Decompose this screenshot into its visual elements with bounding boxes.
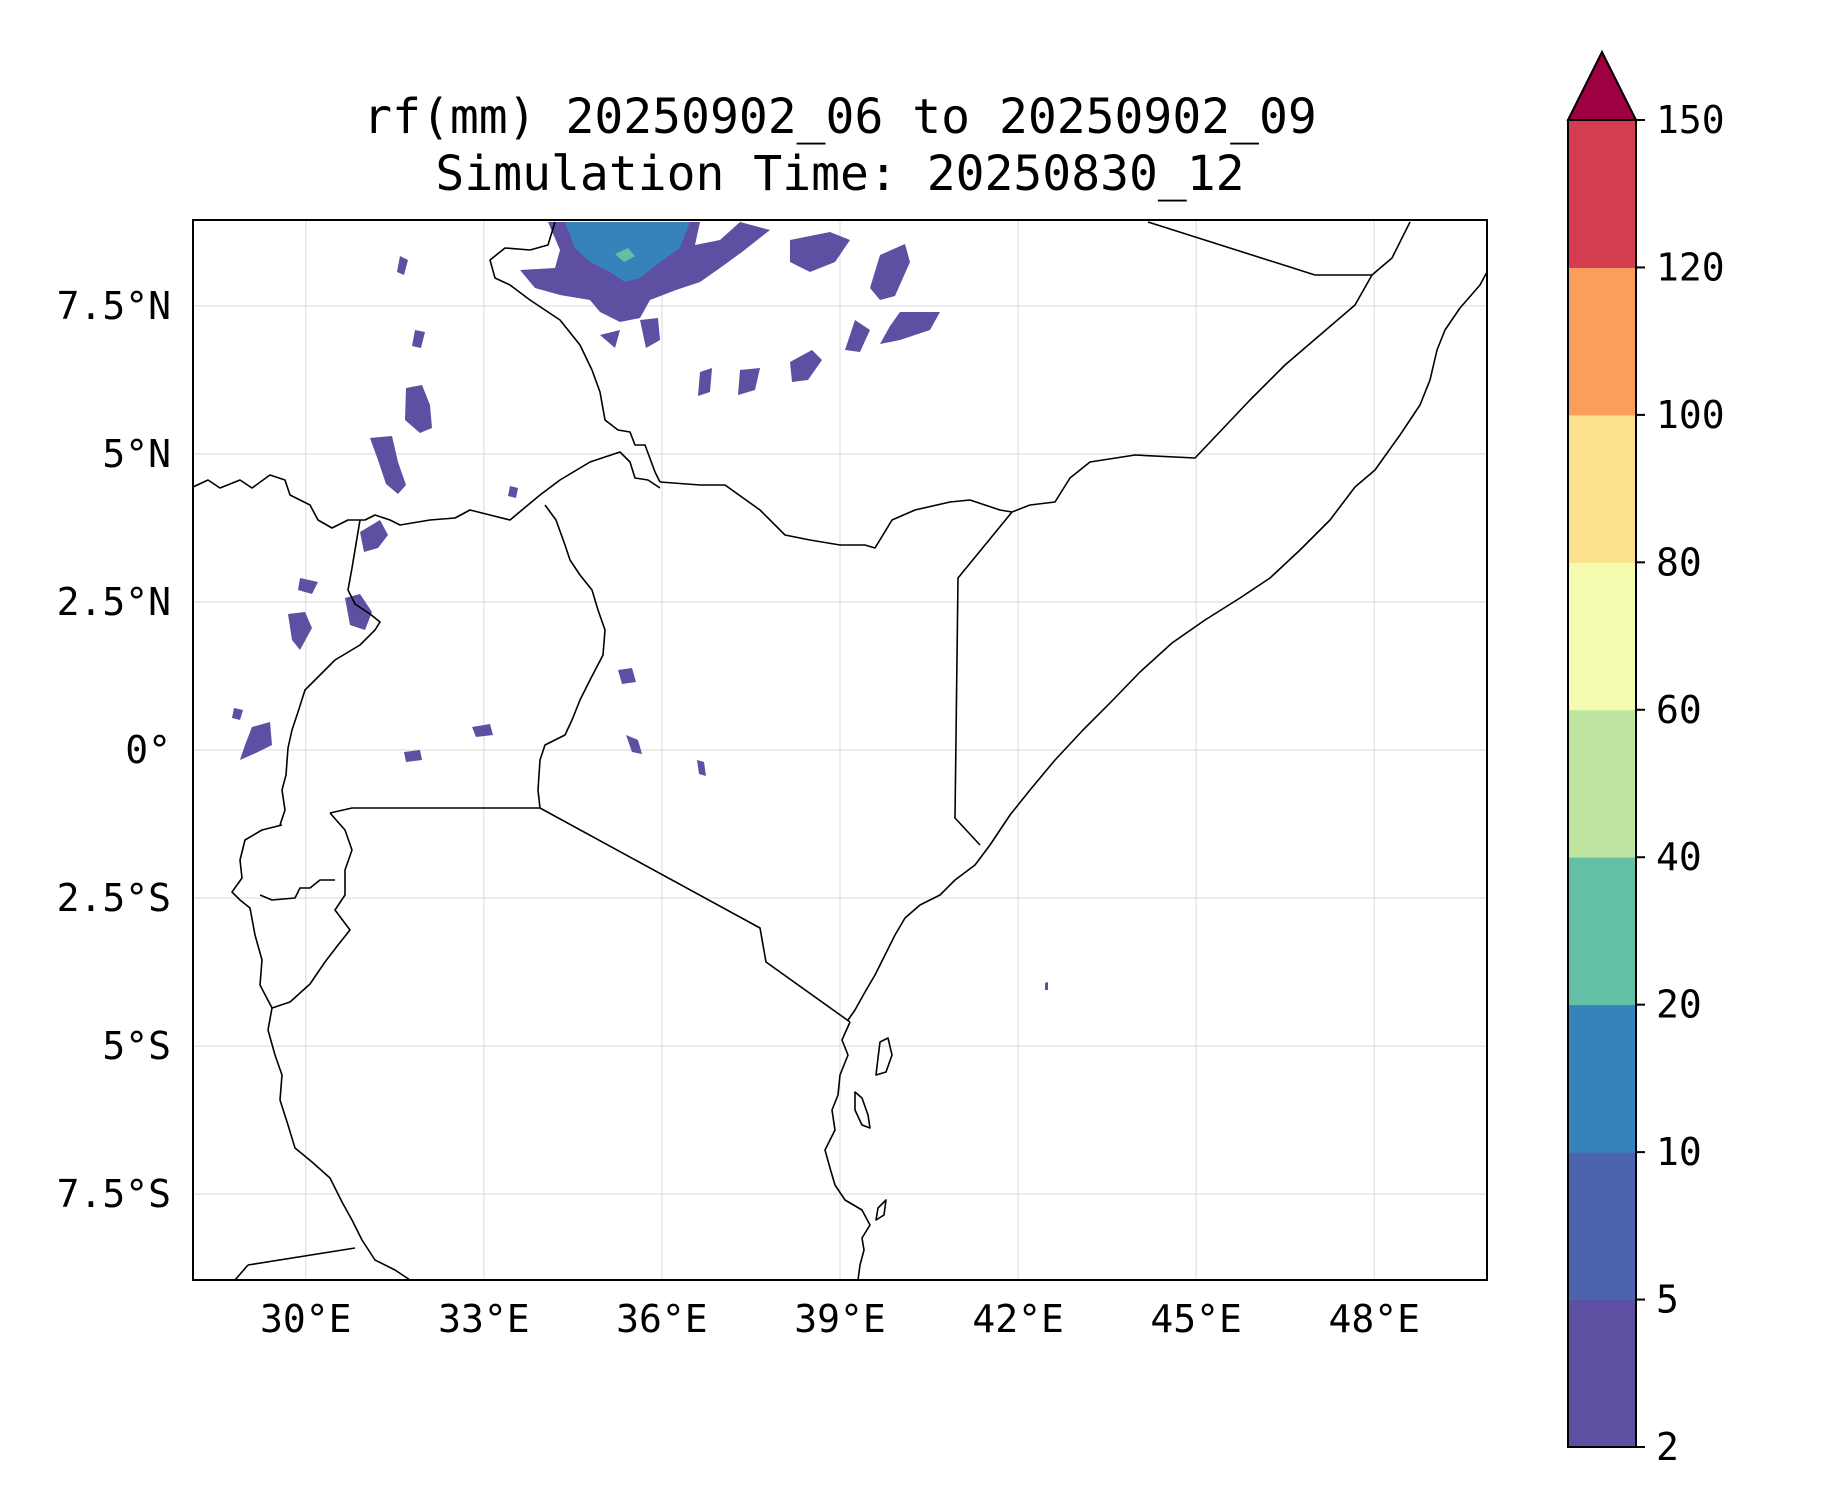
rain-area-kenya-6 — [508, 486, 518, 498]
rain-area-west-1 — [405, 385, 432, 433]
rain-area-west-3 — [360, 520, 388, 552]
rain-area-ethiopia-east-4 — [845, 320, 870, 352]
island-zanzibar — [854, 1091, 871, 1129]
x-tick-label: 48°E — [1328, 1297, 1420, 1341]
colorbar-extend-arrow — [1566, 49, 1638, 121]
rain-area-ethiopia-east-2 — [870, 244, 910, 300]
border-ethiopia-kenya — [659, 481, 1013, 549]
colorbar-tick-label: 2 — [1656, 1425, 1679, 1469]
x-tick-label: 42°E — [972, 1297, 1064, 1341]
chart-subtitle: Simulation Time: 20250830_12 — [435, 146, 1244, 202]
rain-area-ethiopia-east-1 — [790, 232, 850, 272]
border-tanzania-north — [329, 807, 851, 1023]
colorbar-tick-label: 10 — [1656, 1130, 1702, 1174]
map-panel — [192, 219, 1488, 1281]
x-tick-label: 45°E — [1150, 1297, 1242, 1341]
border-uganda-drc — [279, 519, 381, 826]
rainfall-contours — [232, 222, 940, 776]
map-frame — [192, 219, 1488, 1281]
rain-area-kenya-3 — [697, 760, 706, 776]
x-tick-label: 30°E — [260, 1297, 352, 1341]
colorbar-tick-label: 60 — [1656, 688, 1702, 732]
y-tick-label: 0° — [125, 728, 171, 772]
island-pemba — [875, 1037, 893, 1076]
colorbar-tick-label: 20 — [1656, 983, 1702, 1027]
x-tick-label: 33°E — [438, 1297, 530, 1341]
border-uganda-kenya — [537, 504, 606, 809]
colorbar-tick-label: 120 — [1656, 245, 1725, 289]
border-ethiopia-somalia — [1011, 221, 1411, 513]
rain-area-kenya-5 — [404, 750, 422, 762]
rain-area-west-6 — [240, 722, 272, 760]
rain-area-ethiopia-east-5 — [790, 350, 822, 382]
colorbar-segment — [1568, 709, 1636, 858]
rain-area-ethiopia-south-3 — [600, 330, 620, 348]
border-tanzania-west — [267, 1007, 411, 1281]
rain-area-ethiopia-east-6 — [738, 368, 760, 395]
colorbar-segment — [1568, 562, 1636, 711]
y-tick-label: 2.5°N — [57, 580, 171, 624]
y-tick-label: 7.5°N — [57, 284, 171, 328]
coastline-horn — [1147, 221, 1372, 276]
y-tick-label: 5°N — [102, 432, 171, 476]
rain-area-west-4 — [288, 612, 312, 650]
y-tick-label: 7.5°S — [57, 1172, 171, 1216]
rain-area-west-8 — [412, 330, 425, 348]
rain-area-kenya-4 — [472, 724, 493, 737]
colorbar-segment — [1568, 120, 1636, 268]
island-mafia — [875, 1199, 887, 1221]
colorbar-tick-label: 5 — [1656, 1278, 1679, 1322]
colorbar: 2 5 10 20 40 60 80 100 120 150 — [1566, 49, 1725, 1469]
chart-title: rf(mm) 20250902_06 to 20250902_09 — [363, 89, 1317, 145]
x-axis-ticks: 30°E 33°E 36°E 39°E 42°E 45°E 48°E — [260, 1297, 1420, 1341]
border-zambia-tanzania — [247, 1247, 356, 1266]
border-kenya-somalia — [954, 511, 1013, 846]
border-zambia-lake — [234, 1264, 249, 1281]
colorbar-segment — [1568, 414, 1636, 563]
rain-area-west-2 — [370, 436, 406, 494]
rain-area-ocean-1 — [1045, 982, 1048, 990]
border-burundi-tanzania — [259, 879, 335, 901]
y-tick-label: 5°S — [102, 1024, 171, 1068]
rain-area-west-7 — [298, 578, 318, 594]
coastline-tanzania — [824, 1021, 871, 1281]
border-ethiopia-west — [489, 221, 661, 483]
colorbar-frame — [1567, 119, 1637, 1448]
rain-area-ethiopia-south-1 — [640, 318, 660, 348]
y-axis-ticks: 7.5°N 5°N 2.5°N 0° 2.5°S 5°S 7.5°S — [57, 284, 171, 1216]
rain-area-west-5 — [345, 594, 372, 630]
border-south-sudan-west — [192, 451, 661, 529]
x-tick-label: 36°E — [616, 1297, 708, 1341]
colorbar-segment — [1568, 857, 1636, 1006]
colorbar-tick-label: 100 — [1656, 393, 1725, 437]
rain-area-ethiopia-peak — [615, 248, 635, 262]
y-tick-label: 2.5°S — [57, 876, 171, 920]
x-tick-label: 39°E — [794, 1297, 886, 1341]
rain-area-ethiopia-south-2 — [698, 368, 712, 396]
colorbar-segment — [1568, 1004, 1636, 1153]
rain-area-west-9 — [397, 256, 408, 275]
rain-area-kenya-1 — [618, 668, 636, 684]
coastline-somalia — [847, 271, 1488, 1021]
gridlines — [193, 220, 1487, 1280]
rain-area-ethiopia-east-3 — [880, 312, 940, 344]
colorbar-segment — [1568, 1299, 1636, 1448]
rain-area-kenya-2 — [626, 735, 642, 754]
country-borders — [192, 221, 1488, 1281]
colorbar-segment — [1568, 267, 1636, 416]
colorbar-segment — [1568, 1152, 1636, 1301]
rain-area-west-10 — [232, 708, 243, 720]
colorbar-tick-label: 40 — [1656, 835, 1702, 879]
colorbar-tick-label: 150 — [1656, 98, 1725, 142]
colorbar-tick-label: 80 — [1656, 540, 1702, 584]
